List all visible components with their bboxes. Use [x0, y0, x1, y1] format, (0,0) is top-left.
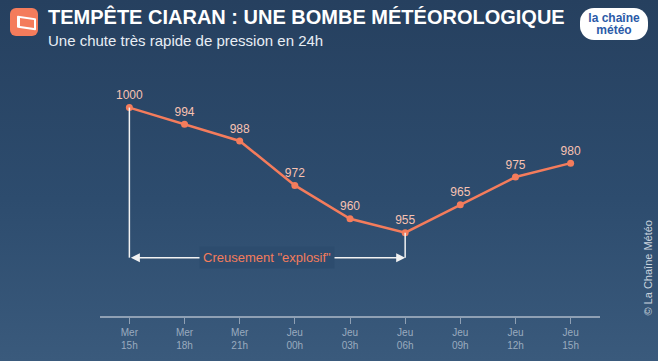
svg-text:955: 955 — [395, 213, 415, 227]
svg-text:Creusement "explosif": Creusement "explosif" — [203, 250, 331, 265]
svg-text:980: 980 — [561, 144, 581, 158]
html-text:Une chute très rapide de press: Une chute très rapide de pression en 24h — [48, 32, 324, 49]
svg-text:965: 965 — [450, 185, 470, 199]
svg-text:972: 972 — [285, 166, 305, 180]
html-text:la chaîne météo: la chaîne météo — [588, 11, 640, 37]
svg-text:Jeu09h: Jeu09h — [452, 327, 469, 351]
svg-text:Jeu00h: Jeu00h — [286, 327, 303, 351]
svg-text:Jeu15h: Jeu15h — [562, 327, 579, 351]
svg-text:Mer21h: Mer21h — [231, 327, 249, 351]
html-text:© La Chaîne Météo: © La Chaîne Météo — [642, 220, 654, 316]
svg-text:Jeu06h: Jeu06h — [397, 327, 414, 351]
svg-text:988: 988 — [230, 122, 250, 136]
svg-text:960: 960 — [340, 199, 360, 213]
svg-text:Jeu03h: Jeu03h — [342, 327, 359, 351]
svg-text:975: 975 — [505, 158, 525, 172]
svg-text:Mer15h: Mer15h — [121, 327, 139, 351]
html-text:TEMPÊTE CIARAN : UNE BOMBE MÉT: TEMPÊTE CIARAN : UNE BOMBE MÉTÉOROLOGIQU… — [48, 6, 565, 28]
svg-text:1000: 1000 — [116, 88, 143, 102]
svg-text:Jeu12h: Jeu12h — [507, 327, 524, 351]
svg-text:Mer18h: Mer18h — [176, 327, 194, 351]
svg-text:994: 994 — [175, 105, 195, 119]
